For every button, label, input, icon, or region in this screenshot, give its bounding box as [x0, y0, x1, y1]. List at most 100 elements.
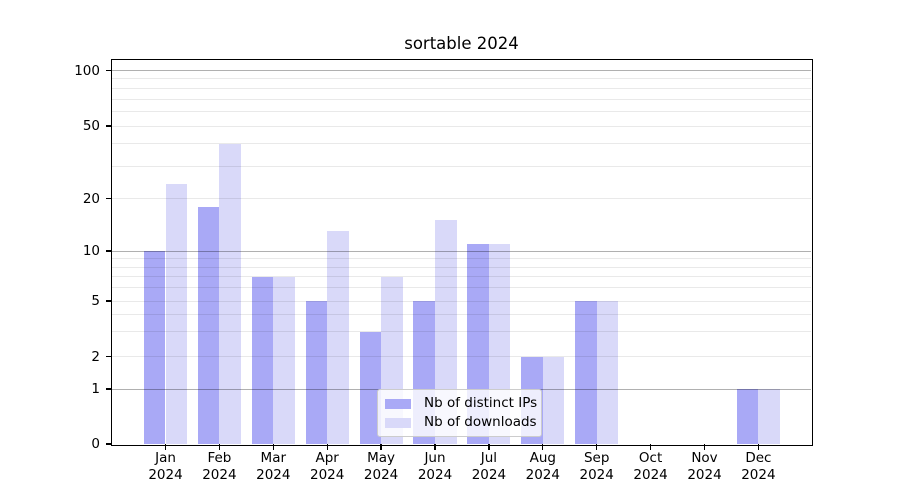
x-tick-mar [272, 444, 274, 450]
x-tick-label-jun: Jun 2024 [403, 450, 467, 484]
legend-label-downloads: Nb of downloads [424, 414, 537, 430]
gridline-minor-90 [112, 78, 811, 80]
x-tick-label-apr: Apr 2024 [295, 450, 359, 484]
x-tick-year: 2024 [471, 467, 507, 483]
gridline-minor-80 [112, 87, 811, 89]
gridline-minor-3 [112, 331, 811, 333]
y-tick-1 [106, 388, 112, 390]
bar-downloads-jun [435, 220, 457, 444]
x-tick-year: 2024 [417, 467, 453, 483]
gridline-minor-50 [112, 125, 811, 127]
bar-distinct-ips-dec [736, 389, 759, 444]
bar-distinct-ips-sep [575, 301, 597, 444]
gridline-major-10 [112, 250, 811, 252]
y-tick-0 [106, 443, 112, 445]
x-tick-year: 2024 [363, 467, 399, 483]
x-tick-oct [649, 444, 652, 450]
gridline-minor-4 [112, 314, 811, 315]
x-tick-feb [218, 444, 221, 450]
x-tick-nov [703, 444, 706, 450]
y-tick-50 [106, 125, 112, 127]
x-tick-label-may: May 2024 [349, 450, 413, 484]
x-tick-label-feb: Feb 2024 [187, 450, 251, 484]
x-tick-year: 2024 [256, 467, 291, 483]
x-tick-label-dec: Dec 2024 [726, 450, 790, 484]
x-tick-month: May [367, 450, 396, 466]
gridline-minor-20 [112, 198, 811, 199]
x-tick-year: 2024 [579, 467, 614, 483]
x-tick-year: 2024 [202, 467, 237, 483]
plot-area [112, 60, 811, 444]
x-tick-label-jul: Jul 2024 [457, 450, 521, 484]
x-tick-label-aug: Aug 2024 [511, 450, 575, 484]
bar-distinct-ips-apr [305, 301, 328, 444]
y-tick-20 [106, 197, 112, 200]
x-tick-year: 2024 [741, 467, 776, 483]
x-tick-month: Nov [691, 450, 718, 466]
legend-item-distinct-ips: Nb of distinct IPs [385, 394, 538, 413]
x-tick-year: 2024 [310, 467, 345, 483]
x-tick-year: 2024 [687, 467, 722, 483]
gridline-minor-9 [112, 258, 811, 260]
gridline-minor-70 [112, 98, 811, 100]
bar-distinct-ips-may [359, 331, 382, 444]
x-tick-month: Dec [745, 450, 772, 466]
bar-downloads-aug [542, 356, 565, 444]
y-tick-label-0: 0 [91, 436, 100, 452]
x-tick-month: Oct [638, 450, 663, 466]
y-tick-label-1: 1 [91, 381, 100, 397]
bar-distinct-ips-mar [251, 276, 274, 444]
y-tick-label-100: 100 [74, 62, 100, 79]
x-tick-month: Aug [529, 450, 556, 466]
legend-item-downloads: Nb of downloads [385, 413, 537, 432]
x-tick-label-jan: Jan 2024 [134, 450, 198, 484]
bar-distinct-ips-feb [197, 206, 220, 444]
x-tick-label-sep: Sep 2024 [565, 450, 629, 484]
x-tick-aug [542, 444, 544, 450]
x-tick-month: Feb [207, 450, 232, 466]
x-tick-month: Jan [155, 450, 176, 466]
gridline-minor-2 [112, 356, 811, 357]
x-tick-month: Jul [480, 450, 498, 466]
legend-swatch-distinct-ips [385, 398, 411, 409]
x-tick-jun [434, 444, 436, 450]
gridline-minor-6 [112, 287, 811, 289]
x-tick-year: 2024 [633, 467, 668, 483]
y-tick-2 [106, 355, 112, 358]
x-tick-label-mar: Mar 2024 [241, 450, 305, 484]
gridline-minor-7 [112, 276, 811, 278]
y-tick-100 [106, 69, 112, 72]
x-tick-month: Apr [315, 450, 339, 466]
y-tick-5 [106, 300, 112, 302]
y-tick-label-10: 10 [82, 243, 100, 259]
gridline-minor-30 [112, 165, 811, 167]
bar-downloads-mar [273, 276, 295, 444]
gridline-minor-60 [112, 110, 811, 112]
bar-downloads-dec [758, 389, 780, 444]
gridline-minor-8 [112, 266, 811, 268]
x-tick-year: 2024 [525, 467, 560, 483]
y-tick-label-2: 2 [91, 348, 100, 365]
gridline-minor-5 [112, 300, 811, 302]
bar-distinct-ips-jan [143, 251, 166, 444]
y-tick-label-50: 50 [82, 118, 100, 134]
x-tick-month: Sep [583, 450, 610, 466]
x-tick-year: 2024 [148, 467, 183, 483]
gridline-minor-40 [112, 143, 811, 145]
legend-label-distinct-ips: Nb of distinct IPs [424, 395, 538, 411]
x-tick-sep [596, 444, 598, 450]
gridline-major-100 [112, 70, 811, 71]
legend-swatch-downloads [385, 417, 411, 428]
y-tick-10 [106, 250, 112, 252]
bar-downloads-feb [219, 143, 241, 444]
chart-title: sortable 2024 [404, 34, 519, 53]
x-tick-may [380, 444, 382, 450]
legend: Nb of distinct IPs Nb of downloads [377, 389, 542, 437]
x-tick-month: Jun [424, 450, 446, 466]
bar-downloads-apr [327, 231, 349, 444]
y-tick-label-5: 5 [91, 293, 100, 309]
x-tick-label-oct: Oct 2024 [619, 450, 683, 484]
x-tick-month: Mar [260, 450, 287, 466]
bar-downloads-jan [165, 184, 188, 444]
